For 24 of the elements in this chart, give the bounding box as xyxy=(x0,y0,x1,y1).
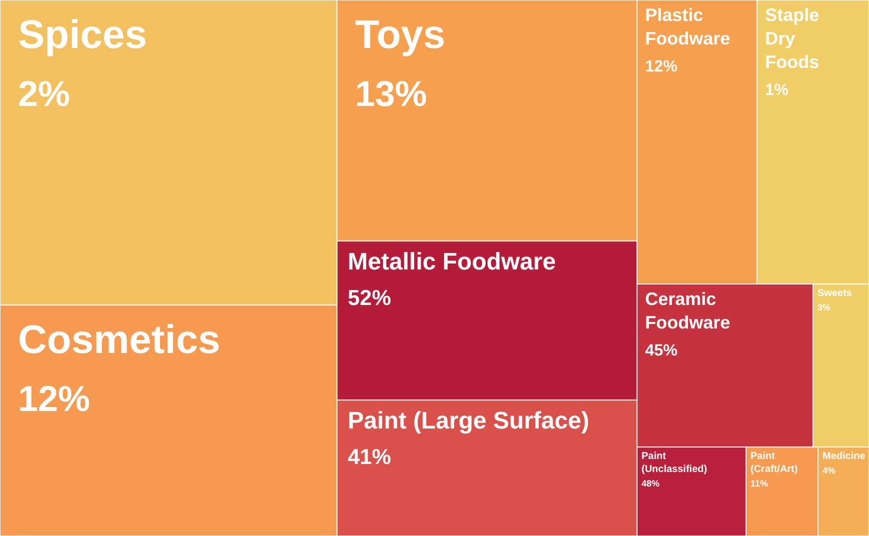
data-label: 4% xyxy=(822,466,836,476)
data-label: 2% xyxy=(18,73,70,114)
category-label: Paint (Unclassified) xyxy=(642,451,708,475)
data-label: 45% xyxy=(645,342,678,360)
data-label: 41% xyxy=(348,444,392,469)
data-label: 12% xyxy=(18,378,90,419)
data-label: 52% xyxy=(348,284,392,310)
category-label: Medicine xyxy=(822,451,866,462)
category-label: Plastic Foodware xyxy=(645,5,730,49)
data-label: 12% xyxy=(645,58,678,76)
data-label: 1% xyxy=(765,80,789,99)
data-label: 13% xyxy=(355,73,428,114)
data-label: 48% xyxy=(642,478,660,488)
data-label: 3% xyxy=(818,302,831,312)
data-label: 11% xyxy=(750,478,768,488)
category-label: Staple Dry Foods xyxy=(765,5,820,72)
category-label: Cosmetics xyxy=(18,318,220,362)
category-label: Metallic Foodware xyxy=(348,248,556,276)
category-label: Ceramic Foodware xyxy=(645,289,730,333)
category-label: Paint (Craft/Art) xyxy=(750,451,798,475)
category-label: Spices xyxy=(18,13,147,57)
category-label: Paint (Large Surface) xyxy=(348,408,590,435)
category-label: Toys xyxy=(355,13,446,57)
category-label: Sweets xyxy=(818,288,852,299)
